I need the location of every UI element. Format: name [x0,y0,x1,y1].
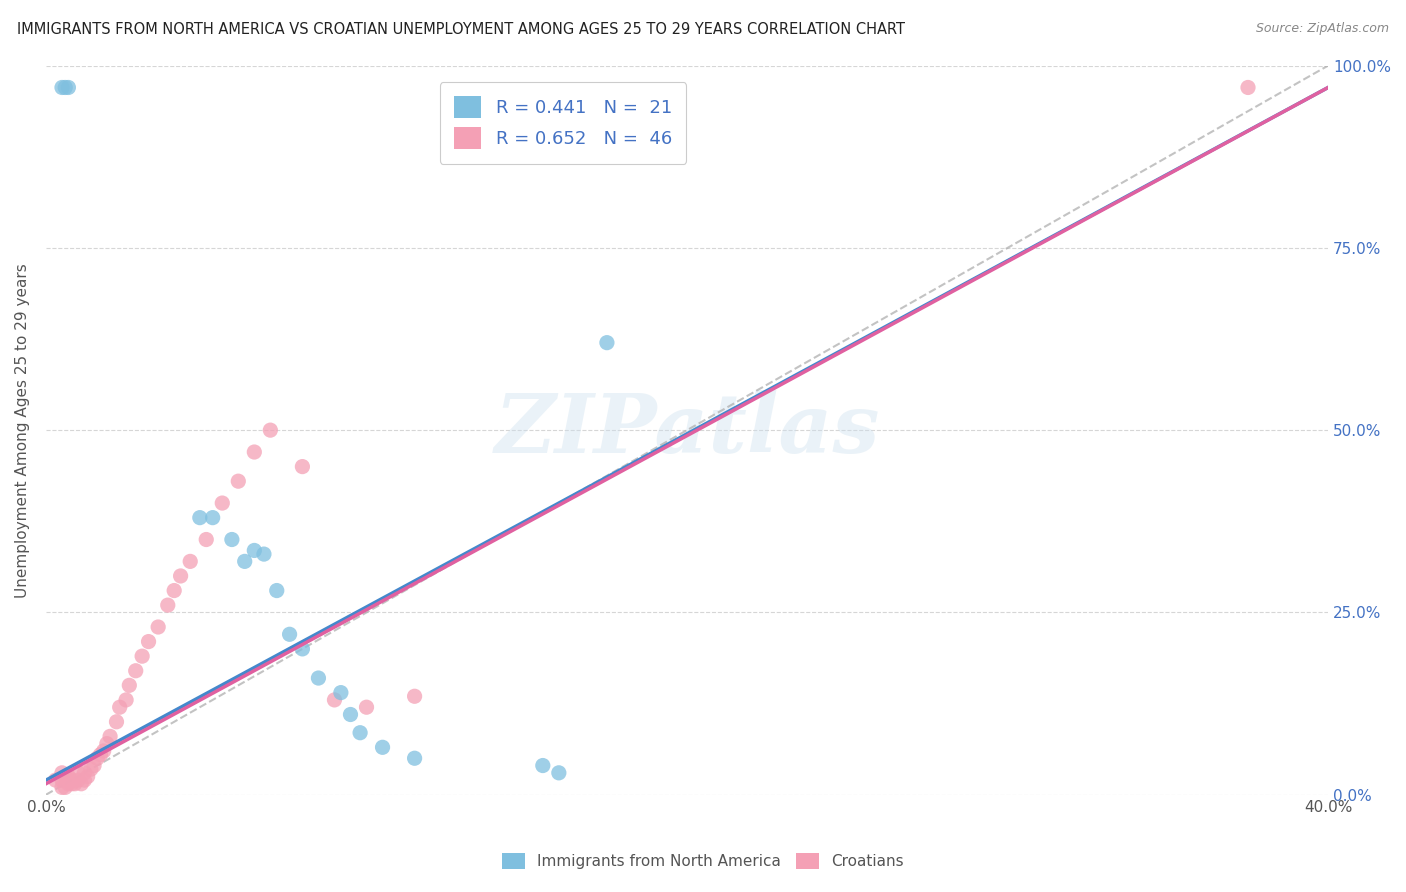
Y-axis label: Unemployment Among Ages 25 to 29 years: Unemployment Among Ages 25 to 29 years [15,263,30,598]
Point [278,627,301,641]
Point [291,459,314,474]
Point [221,533,243,547]
Point [125,664,148,678]
Point [70,777,93,791]
Point [73,773,96,788]
Point [201,510,224,524]
Point [86,751,108,765]
Point [58,769,80,783]
Point [233,554,256,568]
Point [118,678,141,692]
Point [89,747,111,762]
Point [63,777,86,791]
Point [226,474,249,488]
Point [51,780,73,795]
Point [108,700,131,714]
Point [80,762,103,776]
Point [66,773,89,788]
Point [323,693,346,707]
Point [53,769,76,783]
Point [156,598,179,612]
Point [356,700,378,714]
Legend: R = 0.441   N =  21, R = 0.652   N =  46: R = 0.441 N = 21, R = 0.652 N = 46 [440,82,686,164]
Legend: Immigrants from North America, Croatians: Immigrants from North America, Croatians [496,847,910,875]
Point [115,693,138,707]
Point [404,751,426,765]
Point [243,445,266,459]
Point [169,569,191,583]
Point [58,80,80,95]
Point [51,765,73,780]
Point [195,533,218,547]
Text: ZIPatlas: ZIPatlas [495,390,880,470]
Point [51,80,73,95]
Point [211,496,233,510]
Point [138,634,160,648]
Point [531,758,554,772]
Point [243,543,266,558]
Point [76,769,98,783]
Point [547,765,569,780]
Point [253,547,276,561]
Point [83,758,105,772]
Point [329,685,352,699]
Point [307,671,329,685]
Point [291,641,314,656]
Text: IMMIGRANTS FROM NORTH AMERICA VS CROATIAN UNEMPLOYMENT AMONG AGES 25 TO 29 YEARS: IMMIGRANTS FROM NORTH AMERICA VS CROATIA… [17,22,905,37]
Point [596,335,619,350]
Point [60,777,83,791]
Point [105,714,128,729]
Point [96,737,118,751]
Point [53,80,76,95]
Point [349,725,371,739]
Point [179,554,201,568]
Point [98,730,121,744]
Point [188,510,211,524]
Point [58,777,80,791]
Text: Source: ZipAtlas.com: Source: ZipAtlas.com [1256,22,1389,36]
Point [45,773,67,788]
Point [266,583,288,598]
Point [371,740,394,755]
Point [131,649,153,664]
Point [146,620,169,634]
Point [259,423,281,437]
Point [60,773,83,788]
Point [53,780,76,795]
Point [93,744,115,758]
Point [404,690,426,704]
Point [51,773,73,788]
Point [66,765,89,780]
Point [73,765,96,780]
Point [339,707,361,722]
Point [163,583,186,598]
Point [1237,80,1260,95]
